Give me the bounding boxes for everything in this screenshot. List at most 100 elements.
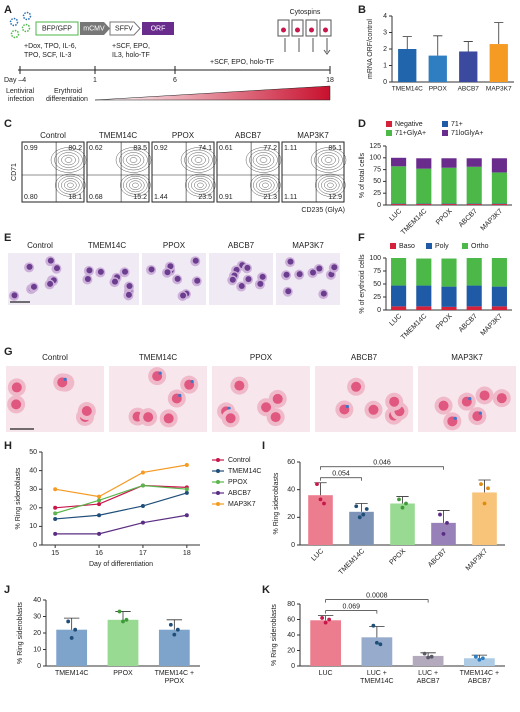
contour — [252, 152, 275, 168]
nucleus — [283, 271, 290, 278]
p-value: 0.069 — [342, 603, 360, 610]
flow-title: ABCB7 — [235, 131, 262, 140]
error-bar — [402, 36, 412, 49]
nucleus — [438, 400, 449, 411]
nucleus — [320, 290, 327, 297]
bar-segment — [416, 204, 432, 205]
bar — [310, 620, 341, 666]
contour — [123, 175, 148, 195]
quadrant-lines — [217, 142, 279, 202]
micrograph-label: TMEM14C — [88, 241, 126, 250]
nucleus — [167, 263, 174, 270]
panel-label: G — [4, 346, 13, 358]
flow-x-label: CD235 (GlyA) — [301, 207, 345, 214]
data-point — [318, 497, 323, 502]
contour — [194, 180, 207, 190]
quadrant-value: 0.62 — [89, 145, 103, 152]
flow-contours — [115, 147, 152, 197]
y-tick-label: 75 — [373, 166, 381, 173]
bar-segment — [441, 167, 457, 204]
contour — [259, 180, 272, 190]
series-marker — [53, 531, 58, 536]
micrograph-label: ABCB7 — [351, 353, 378, 362]
series-marker — [140, 483, 145, 488]
flow-title: MAP3K7 — [297, 131, 329, 140]
y-tick-label: 20 — [29, 505, 37, 512]
series-marker — [53, 505, 58, 510]
bar — [107, 619, 139, 666]
series-marker — [97, 502, 102, 507]
bar — [390, 503, 415, 545]
bar-segment — [491, 258, 507, 287]
series-line — [55, 484, 187, 509]
nucleus — [11, 292, 18, 299]
y-tick-label: 20 — [287, 647, 295, 654]
iron-granule — [345, 404, 349, 409]
y-tick-label: 30 — [33, 613, 41, 620]
data-point — [473, 654, 478, 659]
nucleus — [143, 412, 154, 423]
bar — [56, 629, 88, 666]
bar-segment — [391, 166, 407, 204]
nucleus — [174, 275, 181, 282]
contour — [324, 180, 337, 190]
legend-label: Ortho — [471, 243, 489, 250]
phase-label: Lentiviral — [6, 88, 34, 95]
nucleus — [11, 399, 22, 410]
data-point — [327, 617, 332, 622]
x-tick-label: TMEM14C + PPOX — [155, 670, 194, 685]
data-point — [422, 651, 427, 656]
data-point — [315, 482, 319, 487]
vector-label: mCMV — [83, 25, 105, 32]
quadrant-value: 0.61 — [219, 145, 233, 152]
nucleus — [238, 283, 245, 290]
micrograph-label: MAP3K7 — [292, 241, 324, 250]
y-tick-label: 60 — [287, 616, 295, 623]
contour — [250, 173, 281, 197]
nucleus — [245, 276, 252, 283]
quadrant-lines — [152, 142, 214, 202]
y-tick-label: 1 — [383, 62, 387, 69]
contour — [310, 147, 347, 173]
contour — [55, 173, 86, 197]
data-point — [323, 620, 328, 625]
panel-label: C — [4, 118, 12, 130]
panel-label: B — [358, 4, 366, 16]
data-point — [426, 655, 431, 660]
y-tick-label: 20 — [33, 630, 41, 637]
error-bar — [63, 617, 80, 630]
vector-label: ORF — [151, 25, 166, 32]
legend-marker — [216, 480, 220, 484]
contour — [61, 154, 76, 166]
quadrant-lines — [22, 142, 84, 202]
data-point — [438, 512, 442, 517]
nucleus — [389, 396, 400, 407]
x-tick-label: TMEM14C + ABCB7 — [460, 670, 499, 685]
legend-label: 71loGlyA+ — [451, 130, 484, 137]
legend-marker — [216, 502, 220, 506]
series-marker — [140, 503, 145, 508]
micrograph-label: TMEM14C — [139, 353, 177, 362]
significance-bracket — [320, 466, 444, 470]
data-point — [66, 619, 71, 624]
data-point — [477, 657, 482, 662]
virus-icons — [9, 11, 32, 39]
y-tick-label: 0 — [37, 663, 41, 670]
y-tick-label: 50 — [29, 449, 37, 456]
y-tick-label: 0 — [33, 542, 37, 549]
contour — [314, 149, 343, 171]
data-point — [124, 617, 129, 622]
nucleus — [234, 380, 245, 391]
p-value: 0.0008 — [366, 592, 388, 599]
p-value: 0.054 — [332, 471, 350, 478]
bar-segment — [466, 258, 482, 286]
y-tick-label: 0 — [377, 202, 381, 209]
flow-y-label: CD71 — [11, 163, 18, 181]
nucleus — [47, 257, 54, 264]
bar-segment — [391, 258, 407, 286]
bar-segment — [391, 306, 407, 310]
vector-label: BFP/GFP — [42, 25, 72, 32]
x-tick-label: PPOX — [113, 670, 133, 677]
quadrant-value: 12.9 — [328, 194, 342, 201]
bar-segment — [416, 168, 432, 204]
